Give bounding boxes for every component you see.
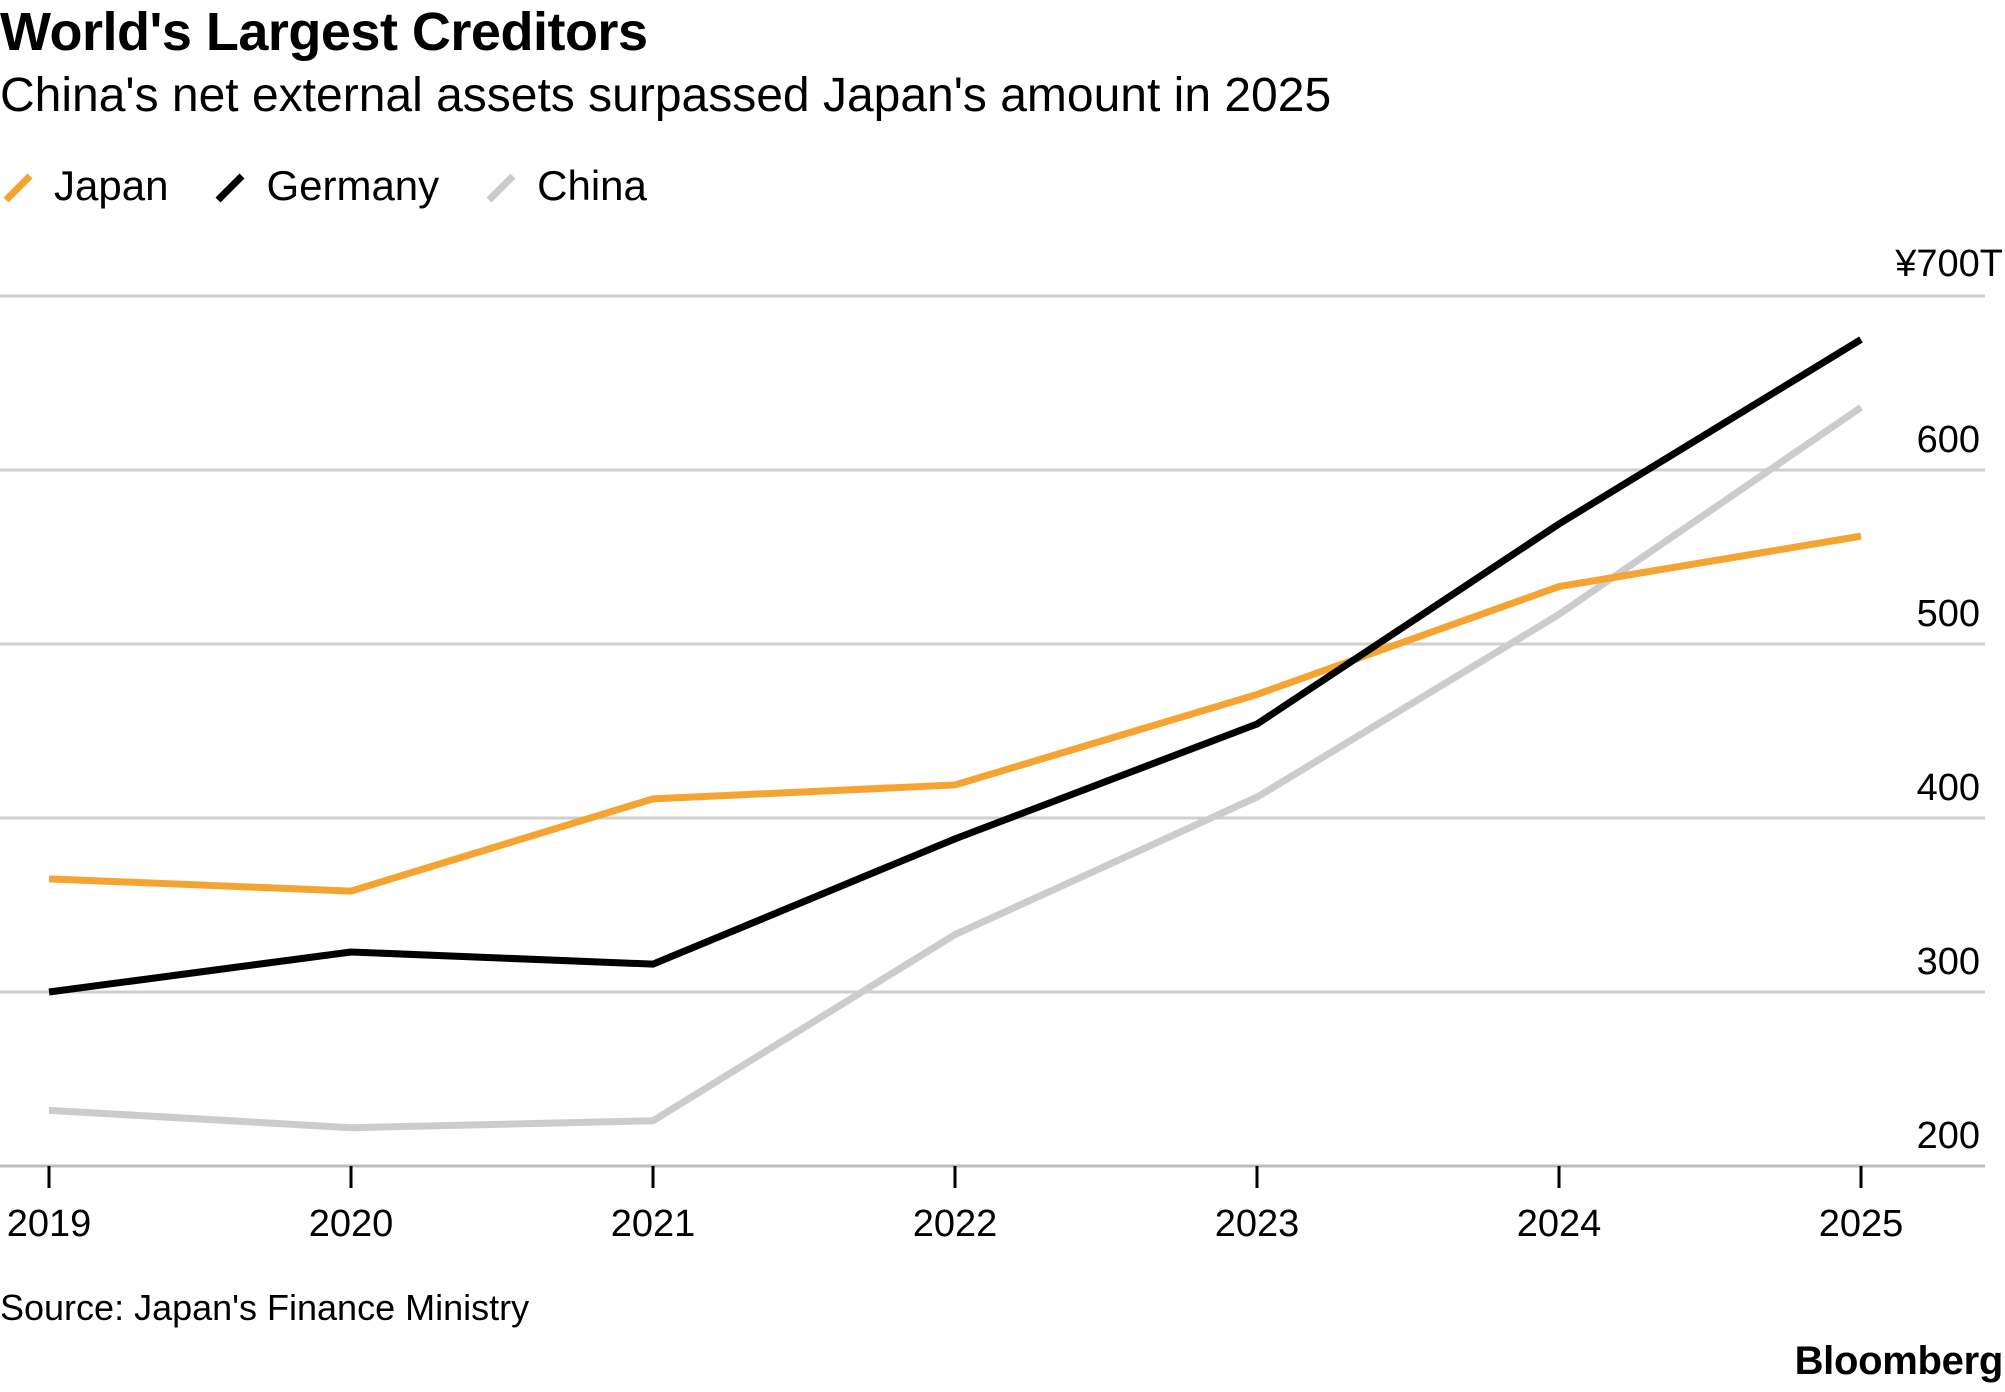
y-tick-label: 600 [1917,419,1980,461]
legend-label-china: China [537,162,647,209]
chart-title: World's Largest Creditors [0,2,648,62]
legend-item-germany: Germany [212,160,439,212]
legend-swatch-china-stroke [486,173,516,203]
y-tick-label: 300 [1917,941,1980,983]
x-tick-label: 2019 [7,1203,92,1245]
legend-label-germany: Germany [266,162,440,209]
y-tick-label: ¥700T [1894,243,2003,285]
series-line-china [48,404,1863,1132]
x-axis: 2019 2020 2021 2022 2023 2024 2025 [0,1164,1985,1245]
chart-subtitle: China's net external assets surpassed Ja… [0,69,1332,122]
legend-swatch-japan-icon [3,173,33,203]
series-lines [48,336,1863,1132]
x-tick-label: 2023 [1215,1203,1300,1245]
x-tick-label: 2024 [1517,1203,1602,1245]
x-tick-label: 2021 [611,1203,696,1245]
legend-swatch-japan-stroke [3,173,33,203]
legend-swatch-germany-stroke [215,173,245,203]
legend-item-japan: Japan [0,160,168,212]
legend-item-china: China [483,160,647,212]
x-tick-label: 2022 [913,1203,998,1245]
brand-logo: Bloomberg [1794,1339,2004,1383]
series-line-germany [48,336,1863,996]
legend-swatch-china-icon [486,173,516,203]
legend: Japan Germany China [0,160,691,212]
y-tick-label: 500 [1917,593,1980,635]
series-line-japan [48,532,1862,895]
legend-swatch-germany-icon [215,173,245,203]
y-tick-label: 200 [1917,1115,1980,1157]
source-note: Source: Japan's Finance Ministry [0,1287,530,1328]
y-tick-label: 400 [1917,767,1980,809]
x-tick-label: 2025 [1819,1203,1904,1245]
y-axis-tick-labels: 200 300 400 500 600 ¥700T [1894,243,2003,1157]
x-tick-label: 2020 [309,1203,394,1245]
legend-label-japan: Japan [54,162,169,209]
gridlines [0,294,1985,994]
